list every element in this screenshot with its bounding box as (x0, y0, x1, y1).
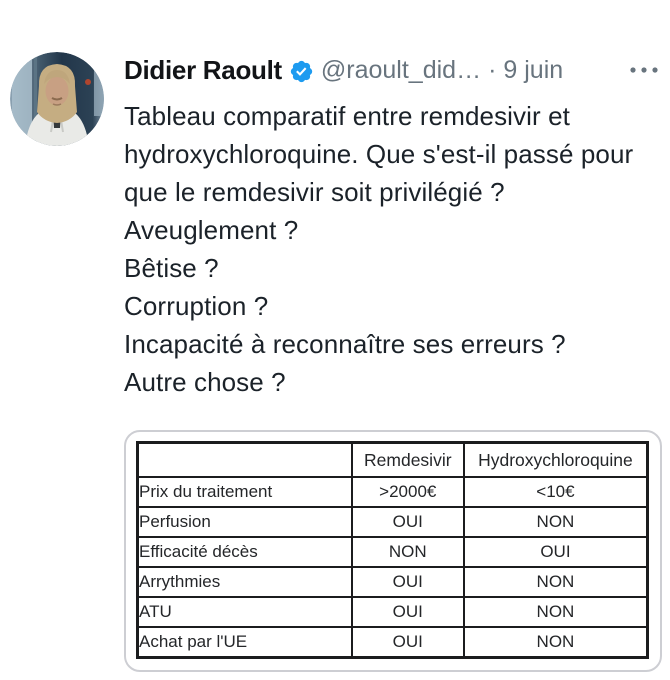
table-header-hydroxychloroquine: Hydroxychloroquine (462, 441, 649, 478)
cell-hydroxychloroquine: NON (462, 596, 649, 628)
table-header-remdesivir: Remdesivir (350, 441, 465, 478)
media-attachment-card[interactable]: Remdesivir Hydroxychloroquine Prix du tr… (124, 430, 662, 672)
table-row: Achat par l'UE OUI NON (136, 626, 649, 659)
cell-hydroxychloroquine: NON (462, 566, 649, 598)
cell-hydroxychloroquine: NON (462, 506, 649, 538)
cell-hydroxychloroquine: NON (462, 626, 649, 659)
avatar-image (10, 52, 104, 146)
cell-remdesivir: NON (350, 536, 465, 568)
author-handle[interactable]: @raoult_did… (320, 55, 482, 84)
table-row: Efficacité décès NON OUI (136, 536, 649, 568)
tweet-header: Didier Raoult @raoult_did… · 9 juin (124, 52, 664, 88)
row-label: Efficacité décès (136, 536, 353, 568)
row-label: ATU (136, 596, 353, 628)
cell-remdesivir: OUI (350, 566, 465, 598)
table-row: Perfusion OUI NON (136, 506, 649, 538)
cell-remdesivir: OUI (350, 506, 465, 538)
cell-hydroxychloroquine: <10€ (462, 476, 649, 508)
author-name[interactable]: Didier Raoult (124, 54, 282, 85)
row-label: Perfusion (136, 506, 353, 538)
avatar[interactable] (10, 52, 104, 146)
cell-hydroxychloroquine: OUI (462, 536, 649, 568)
verified-badge-icon (289, 59, 314, 84)
row-label: Arrythmies (136, 566, 353, 598)
tweet-text: Tableau comparatif entre remdesivir et h… (124, 101, 634, 397)
table-row: Prix du traitement >2000€ <10€ (136, 476, 649, 508)
timestamp[interactable]: 9 juin (503, 55, 564, 84)
row-label: Achat par l'UE (136, 626, 353, 659)
comparison-table: Remdesivir Hydroxychloroquine Prix du tr… (136, 441, 649, 659)
separator-dot: · (488, 55, 497, 84)
row-label: Prix du traitement (136, 476, 353, 508)
cell-remdesivir: OUI (350, 626, 465, 659)
more-options-icon (630, 67, 658, 73)
more-options-button[interactable] (624, 63, 664, 77)
table-row: Arrythmies OUI NON (136, 566, 649, 598)
cell-remdesivir: >2000€ (350, 476, 465, 508)
table-header-empty (136, 441, 353, 478)
cell-remdesivir: OUI (350, 596, 465, 628)
tweet-content: Didier Raoult @raoult_did… · 9 juin (124, 52, 664, 672)
table-header-row: Remdesivir Hydroxychloroquine (136, 441, 649, 478)
table-row: ATU OUI NON (136, 596, 649, 628)
